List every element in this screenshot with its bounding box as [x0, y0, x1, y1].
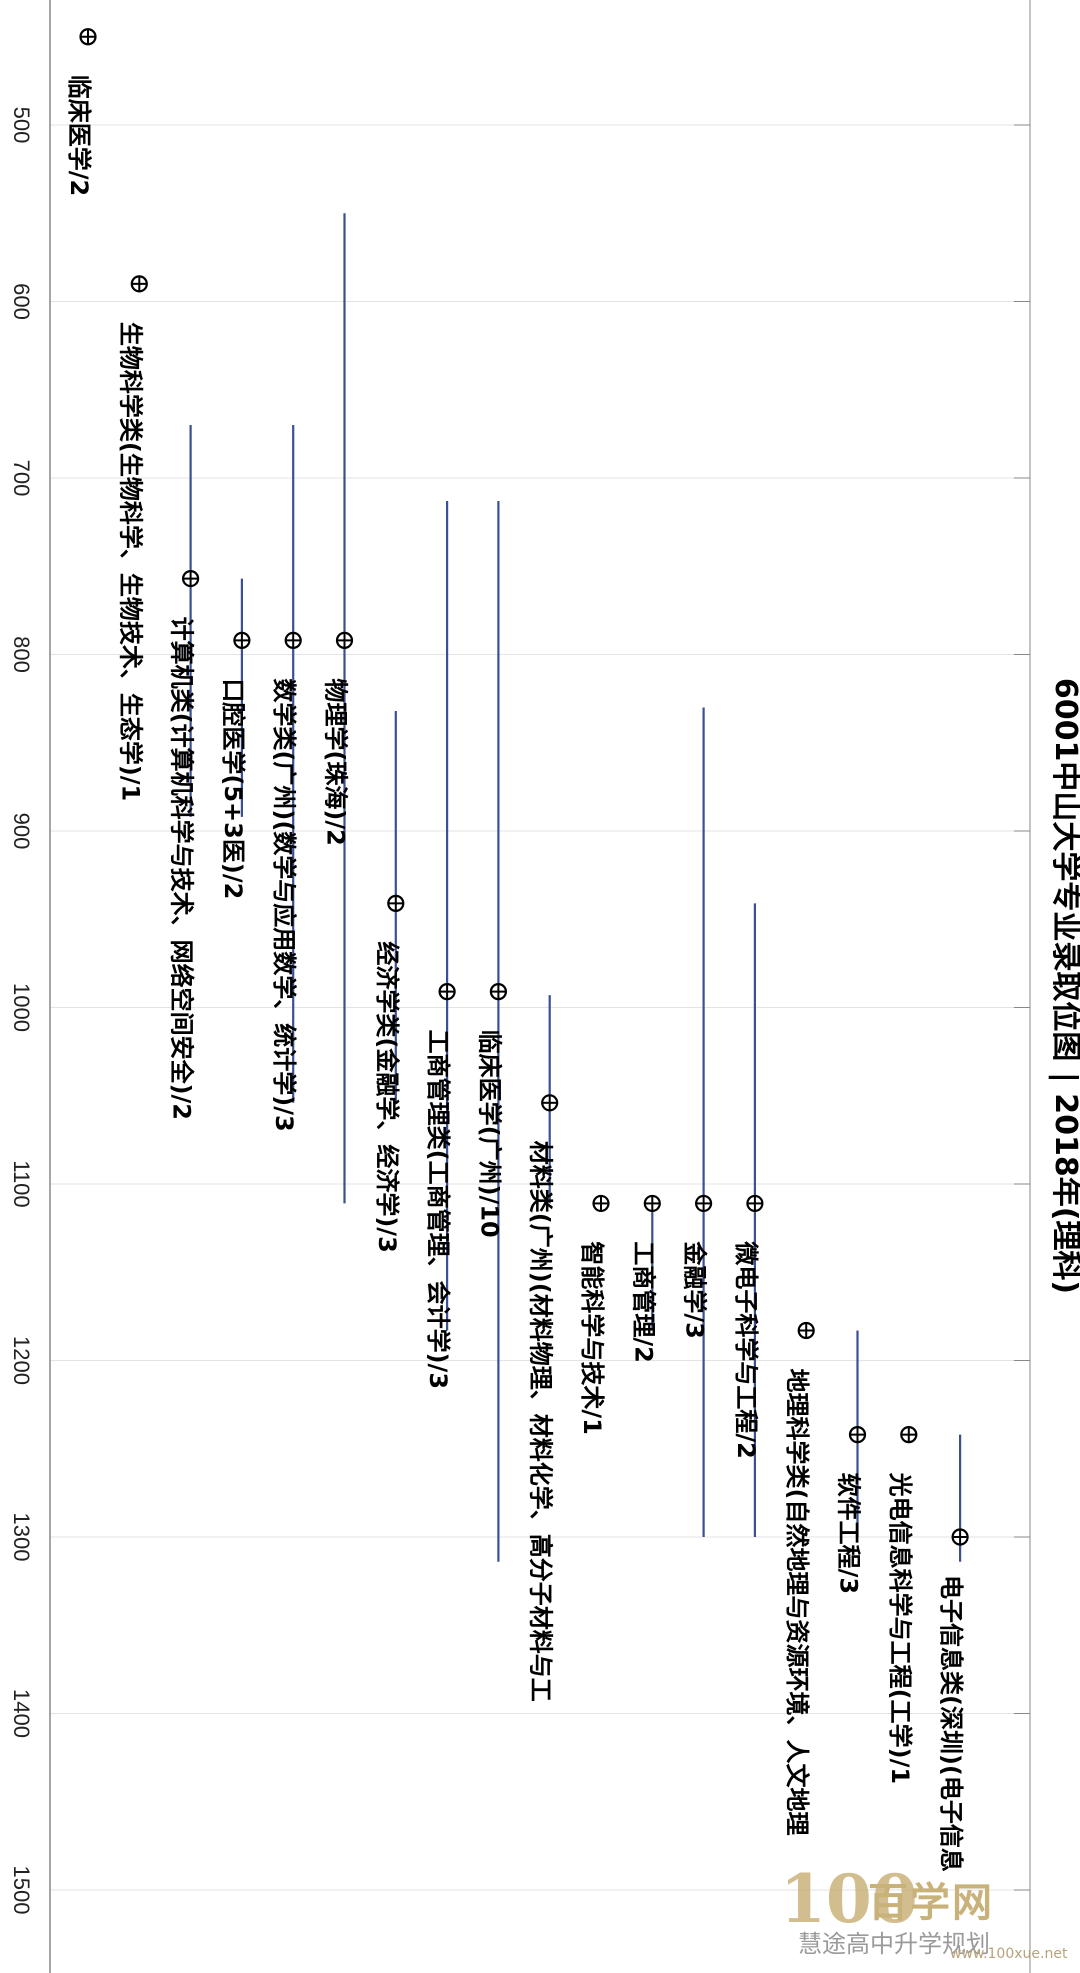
data-point [643, 1194, 661, 1213]
tick-label: 500 [9, 107, 34, 144]
data-point [130, 275, 148, 293]
data-label: 金融学/3 [681, 1240, 709, 1338]
data-point [284, 631, 302, 649]
data-label: 软件工程/3 [835, 1473, 863, 1594]
data-point [848, 1426, 867, 1444]
data-label: 临床医学/2 [65, 75, 93, 196]
data-label: 材料类(广州)(材料物理、材料化学、高分子材料与工 [527, 1141, 555, 1702]
data-label: 电子信息类(深圳)(电子信息 [937, 1575, 965, 1872]
data-point [694, 1194, 713, 1213]
data-label: 物理学(珠海)/2 [322, 678, 350, 845]
data-point [900, 1426, 918, 1444]
tick-label: 1100 [9, 1160, 34, 1207]
data-labels: 临床医学/2 生物科学类(生物科学、生物技术、生态学)/1 计算机类(计算机科学与技… [65, 75, 965, 1872]
data-point [387, 894, 405, 912]
data-point [438, 983, 456, 1001]
data-label: 计算机类(计算机科学与技术、网络空间安全)/2 [168, 617, 196, 1120]
data-point [182, 570, 200, 588]
data-label: 经济学类(金融学、经济学)/3 [373, 941, 401, 1252]
tick-label: 1300 [9, 1513, 34, 1562]
data-label: 工商管理/2 [629, 1241, 657, 1362]
data-label: 口腔医学(5+3医)/2 [219, 678, 247, 899]
watermark-logo-text: 百学网 [868, 1880, 994, 1926]
data-label: 微电子科学与工程/2 [732, 1240, 760, 1458]
data-label: 智能科学与技术/1 [578, 1241, 606, 1434]
data-point [797, 1321, 815, 1340]
tick-label: 700 [9, 460, 34, 497]
tick-label: 1200 [9, 1336, 34, 1385]
watermark-url: www.100xue.net [950, 1946, 1068, 1962]
tick-label: 1000 [9, 983, 34, 1032]
grid-lines [50, 124, 1030, 1891]
data-point [746, 1194, 764, 1213]
data-label: 工商管理类(工商管理、会计学)/3 [424, 1030, 452, 1389]
data-label: 光电信息科学与工程(工学)/1 [886, 1472, 914, 1784]
value-axis: 500 600 700 800 900 1000 1100 1200 1300 1400 1500 [9, 107, 1030, 1915]
data-label: 生物科学类(生物科学、生物技术、生态学)/1 [116, 322, 144, 801]
data-point [489, 983, 507, 1001]
watermark: 100 百学网 慧途高中升学规划 www.100xue.net [770, 1860, 1080, 1973]
tick-label: 1500 [9, 1866, 34, 1915]
data-label: 地理科学类(自然地理与资源环境、人文地理 [783, 1368, 811, 1835]
watermark-caption: 慧途高中升学规划 [798, 1930, 990, 1958]
chart-title: 6001中山大学专业录取位图 | 2018年(理科) [1048, 678, 1080, 1294]
data-point [541, 1094, 559, 1112]
tick-label: 800 [9, 636, 34, 673]
data-point [335, 631, 354, 649]
data-point [951, 1528, 969, 1546]
plot-frame [49, 0, 1031, 1973]
data-point [79, 28, 97, 46]
data-series [79, 28, 969, 1562]
data-label: 数学类(广州)(数学与应用数学、统计学)/3 [270, 678, 298, 1131]
tick-label: 900 [9, 813, 34, 850]
tick-label: 1400 [9, 1689, 34, 1738]
data-point [233, 631, 251, 649]
tick-label: 600 [9, 283, 34, 320]
data-label: 临床医学(广州)/10 [475, 1030, 503, 1238]
watermark-logo-number: 100 [780, 1860, 918, 1938]
data-point [592, 1194, 610, 1213]
